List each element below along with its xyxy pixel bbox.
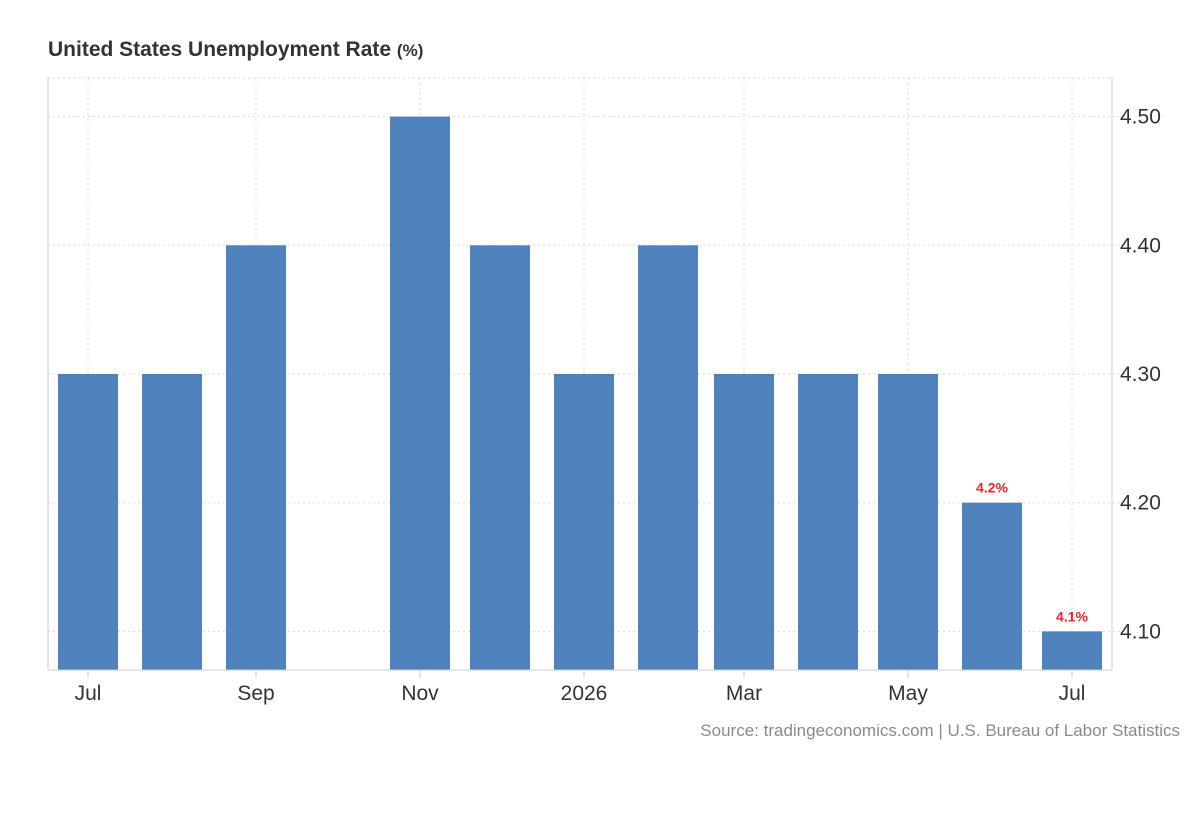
x-tick-label: Jul — [75, 682, 102, 705]
bar-jul[interactable] — [1042, 631, 1102, 670]
source-attribution: Source: tradingeconomics.com | U.S. Bure… — [700, 721, 1180, 740]
y-tick-label: 4.30 — [1120, 363, 1161, 386]
bar-may[interactable] — [878, 374, 938, 670]
data-label: 4.1% — [1056, 608, 1088, 624]
chart-title: United States Unemployment Rate (%) — [48, 38, 423, 62]
chart-title-text: United States Unemployment Rate — [48, 38, 392, 61]
y-tick-label: 4.40 — [1120, 234, 1161, 257]
bar-sep[interactable] — [226, 245, 286, 670]
x-tick-label: Sep — [237, 682, 274, 705]
data-labels: 4.2% 4.1% — [976, 480, 1088, 625]
y-tick-label: 4.10 — [1120, 620, 1161, 643]
chart-title-unit: (%) — [396, 41, 424, 60]
bars — [58, 116, 1102, 670]
x-tick-label: Nov — [401, 682, 439, 705]
x-tick-label: Mar — [726, 682, 762, 705]
x-tick-label: May — [888, 682, 928, 705]
bar-2026[interactable] — [554, 374, 614, 670]
bar-jun[interactable] — [962, 502, 1022, 670]
bar-aug[interactable] — [142, 374, 202, 670]
x-tick-label: Jul — [1059, 682, 1086, 705]
bar-apr[interactable] — [798, 374, 858, 670]
bar-dec[interactable] — [470, 245, 530, 670]
axes: 4.10 4.20 4.30 4.40 4.50 Jul Sep Nov 2026 Mar May J… — [47, 78, 1161, 705]
y-tick-label: 4.20 — [1120, 492, 1161, 515]
bar-feb[interactable] — [638, 245, 698, 670]
bar-nov[interactable] — [390, 116, 450, 670]
x-tick-label: 2026 — [561, 682, 608, 705]
bar-jul[interactable] — [58, 374, 118, 670]
bar-mar[interactable] — [714, 374, 774, 670]
data-label: 4.2% — [976, 480, 1008, 496]
y-tick-label: 4.50 — [1120, 106, 1161, 129]
